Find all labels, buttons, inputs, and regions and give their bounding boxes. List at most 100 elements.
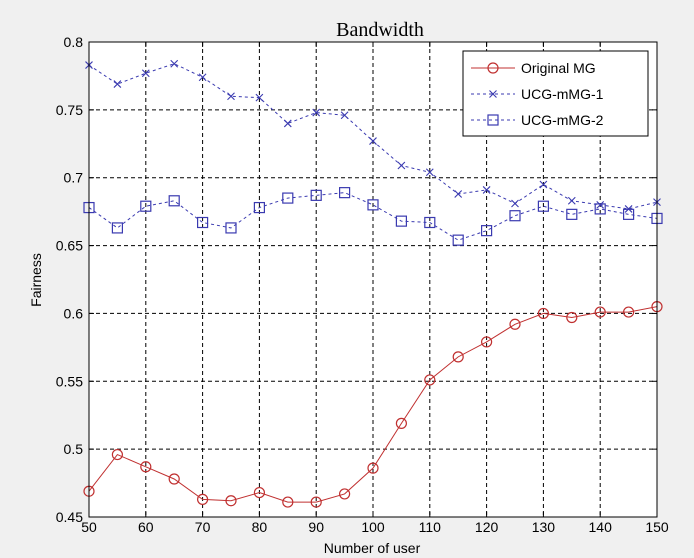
data-point-marker [227, 92, 235, 101]
x-marker-stroke [340, 111, 349, 120]
data-point-marker [225, 222, 237, 234]
x-marker-stroke [198, 73, 207, 82]
data-point-marker [622, 306, 635, 318]
series-line [88, 192, 658, 241]
x-tick-label: 90 [308, 519, 324, 535]
legend-label: UCG-mMG-1 [521, 86, 604, 102]
data-point-marker [596, 200, 605, 209]
x-tick-label: 110 [419, 519, 442, 535]
data-point-marker [111, 448, 124, 461]
x-marker-stroke [567, 196, 576, 205]
data-point-marker [339, 488, 351, 500]
data-point-marker [253, 486, 265, 499]
x-marker-stroke [489, 90, 497, 98]
data-point-marker [111, 222, 124, 234]
data-point-marker [255, 93, 264, 102]
data-point-marker [424, 216, 436, 229]
x-marker-stroke [539, 180, 548, 189]
y-tick-label: 0.45 [56, 509, 83, 525]
x-tick-label: 70 [195, 519, 211, 535]
data-point-marker [170, 59, 179, 68]
data-point-marker [140, 200, 152, 212]
legend-label: Original MG [521, 60, 596, 76]
data-point-marker [537, 200, 550, 212]
legend: Original MG UCG-mMG-1 UCG-mMG-2 [462, 50, 649, 137]
x-axis-label: Number of user [324, 540, 421, 556]
data-point-marker [340, 111, 349, 120]
x-tick-label: 120 [475, 519, 499, 535]
x-tick-label: 150 [645, 519, 669, 535]
series-group [83, 59, 663, 508]
data-point-marker [481, 225, 493, 237]
chart-title: Bandwidth [336, 19, 424, 41]
x-marker-stroke [596, 200, 605, 209]
x-marker-stroke [369, 137, 377, 145]
data-point-marker [452, 351, 464, 363]
x-tick-label: 80 [252, 519, 268, 535]
data-point-marker [310, 189, 322, 201]
y-tick-label: 0.7 [64, 170, 84, 186]
y-tick-label: 0.6 [64, 305, 84, 321]
x-tick-label: 100 [361, 519, 385, 535]
data-point-marker [140, 461, 152, 473]
data-point-marker [397, 161, 406, 170]
legend-item: UCG-mMG-1 [471, 86, 604, 102]
data-point-marker [424, 374, 436, 386]
data-point-marker [113, 80, 122, 88]
x-marker-stroke [283, 119, 292, 128]
x-tick-label: 60 [138, 519, 154, 535]
x-marker-stroke [170, 59, 179, 68]
legend-marker-sample [489, 90, 497, 98]
x-marker-stroke [425, 168, 434, 177]
axis-ticks: 50 60 70 80 90 100 110 120 130 140 150 0.45 0.5 0.55 0… [56, 34, 669, 535]
data-point-marker [367, 199, 379, 211]
x-marker-stroke [454, 190, 463, 198]
y-tick-label: 0.55 [56, 373, 83, 389]
data-point-marker [622, 208, 635, 220]
data-point-marker [537, 307, 550, 320]
data-point-marker [198, 73, 207, 82]
legend-marker-sample [487, 62, 499, 74]
series-line [88, 306, 658, 503]
data-point-marker [395, 417, 407, 429]
series-3 [83, 187, 663, 246]
data-point-marker [310, 496, 322, 508]
data-point-marker [225, 495, 237, 507]
data-point-marker [282, 496, 294, 508]
y-tick-label: 0.8 [64, 34, 84, 50]
x-marker-stroke [397, 161, 406, 170]
series-2 [85, 59, 661, 213]
x-tick-label: 140 [589, 519, 613, 535]
y-tick-label: 0.5 [64, 441, 84, 457]
x-marker-stroke [141, 69, 150, 78]
data-point-marker [253, 201, 265, 214]
data-point-marker [594, 203, 606, 215]
data-point-marker [197, 216, 209, 229]
data-point-marker [168, 473, 180, 485]
data-point-marker [509, 318, 521, 330]
legend-item: UCG-mMG-2 [471, 112, 604, 128]
x-tick-label: 50 [81, 519, 97, 535]
data-point-marker [141, 69, 150, 78]
x-marker-stroke [113, 80, 122, 88]
x-marker-stroke [312, 108, 321, 117]
data-point-marker [369, 137, 377, 145]
x-marker-stroke [482, 186, 491, 194]
data-point-marker [566, 208, 578, 220]
data-point-marker [168, 195, 180, 207]
data-point-marker [481, 336, 493, 348]
legend-item: Original MG [471, 60, 596, 76]
data-point-marker [452, 234, 464, 246]
y-tick-label: 0.65 [56, 238, 83, 254]
x-tick-label: 130 [532, 519, 556, 535]
data-point-marker [367, 462, 379, 474]
data-point-marker [594, 306, 606, 318]
legend-marker-sample [487, 114, 499, 126]
legend-label: UCG-mMG-2 [521, 112, 604, 128]
data-point-marker [509, 210, 521, 222]
data-point-marker [283, 119, 292, 128]
x-marker-stroke [227, 92, 235, 101]
data-point-marker [539, 180, 548, 189]
